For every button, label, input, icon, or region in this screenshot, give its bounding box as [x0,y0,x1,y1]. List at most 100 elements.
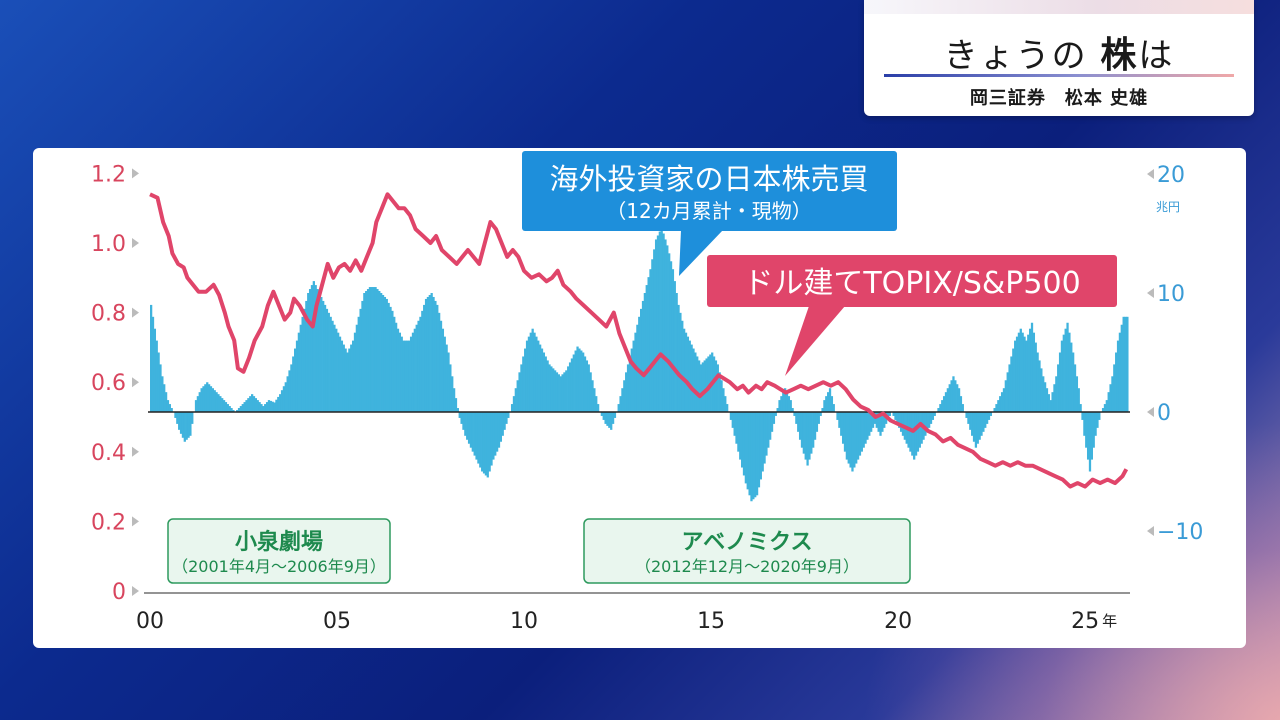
left-tick-marker [132,516,139,527]
flow-bar [619,396,622,412]
flow-bar [1115,352,1118,412]
x-tick-label: 10 [510,609,538,634]
flow-bar [350,344,353,412]
title-card-topbar [864,0,1254,14]
abenomics-era-period: （2012年12月～2020年9月） [635,557,859,576]
flow-bar [593,388,596,412]
flow-bar [742,412,746,476]
flow-bar [1032,332,1036,412]
flow-bar [518,372,521,412]
flow-bar [649,269,652,412]
flow-bar [501,412,504,436]
flow-bar [926,412,929,432]
flow-bar [787,396,791,412]
flow-bar [428,294,431,412]
flow-bar [411,332,415,412]
flow-bar [292,356,295,412]
left-tick-label: 0 [112,580,126,605]
flow-bar [415,324,418,412]
flow-bar [561,374,564,412]
flow-bar [866,412,869,440]
flow-bar [699,364,703,412]
flow-bar [329,316,332,412]
flow-bar [467,412,471,444]
flow-bar [744,412,748,484]
chart-panel: 00 05 10 15 20 25 年 0 0.2 0.4 0.6 0.8 1.0 1.2 −10 0 10 20… [33,148,1246,648]
flow-bar [1094,412,1097,436]
dual-axis-chart: 00 05 10 15 20 25 年 0 0.2 0.4 0.6 0.8 1.0 1.2 −10 0 10 20… [91,151,1203,634]
flow-bar [527,336,531,412]
ratio-callout-pointer [785,306,845,376]
presenter-name: 岡三証券 松本 史雄 [969,88,1149,109]
flow-bar [353,332,357,412]
flow-bar [1006,372,1009,412]
flow-bar [529,332,532,412]
flow-bar [206,382,209,412]
flow-bar [911,412,914,456]
flow-bar [290,364,293,412]
flow-bar [419,316,422,412]
flow-bar [494,412,497,456]
flow-bar [806,412,809,466]
flow-bar [155,340,158,412]
left-tick-label: 0.8 [91,302,126,327]
flow-bar [299,324,302,412]
flow-bar [273,402,276,412]
flow-bar [191,412,194,424]
flow-bar [475,412,478,460]
flow-bar [361,300,364,412]
flow-bar [804,412,807,460]
flow-bar [221,398,224,412]
flow-bar [488,412,491,472]
flow-bar [769,412,772,440]
flow-bar [198,392,201,412]
flow-bar [774,412,777,416]
flow-bar [969,412,972,430]
flow-bar [1073,364,1077,412]
flow-bar [469,412,473,448]
flow-bar [1088,412,1092,472]
flow-bar [325,308,329,412]
flow-bar [316,289,319,412]
flow-bar [967,412,970,424]
flow-bar [1070,342,1073,412]
flow-bar [224,402,228,412]
flow-bar [346,352,349,412]
flow-bar [471,412,474,452]
flow-bar [181,412,185,438]
flow-bar [320,296,323,412]
flow-bar [1034,342,1037,412]
flow-bar [920,412,923,444]
flow-bar [308,289,312,412]
flow-bar [961,404,964,412]
flow-bar [1004,380,1007,412]
flow-bar [294,348,297,412]
flow-bar [363,293,366,412]
flow-bar [985,412,989,424]
flow-bar [836,412,839,420]
flow-bar [765,412,768,456]
x-tick-label: 20 [884,609,912,634]
flow-bar [980,412,983,436]
right-tick-label: 0 [1157,401,1171,426]
flow-bar [978,412,981,440]
flow-bar [331,320,334,412]
koizumi-era-period: （2001年4月～2006年9月） [172,557,386,576]
flow-bar [989,412,993,416]
flow-bar [1103,404,1107,412]
flow-bar [705,358,708,412]
flow-bar [553,370,557,412]
flow-bar [658,231,661,412]
flow-bar [574,350,577,412]
flow-bar [396,328,400,412]
flow-bar [303,308,306,412]
flow-bar [385,298,388,412]
flow-bar [630,348,633,412]
flow-bar [608,412,611,428]
flow-bar [613,412,617,418]
flow-bar [1017,332,1021,412]
flow-bar [591,380,594,412]
flow-bar [722,388,725,412]
flow-bar [277,396,280,412]
flow-bar [578,348,581,412]
